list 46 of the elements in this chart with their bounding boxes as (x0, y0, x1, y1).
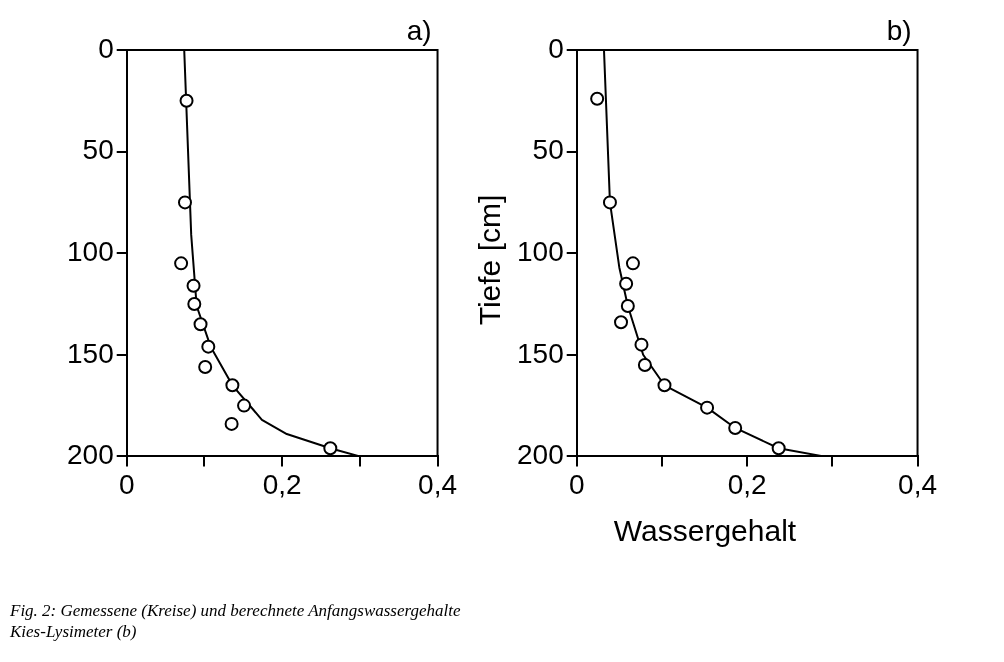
x-tick-label: 0 (568, 468, 585, 500)
point (237, 398, 252, 413)
point (179, 93, 194, 108)
x-tick-label: 0,2 (262, 468, 302, 500)
x-tick-label: 0,4 (418, 468, 458, 500)
y-tick-label: 0 (98, 32, 114, 64)
y-tick-label: 150 (517, 337, 564, 369)
point (614, 315, 629, 330)
y-tick-label: 150 (67, 337, 114, 369)
point (771, 441, 786, 456)
point (225, 378, 240, 393)
point (174, 256, 189, 271)
point (323, 441, 338, 456)
y-tick-label: 100 (67, 235, 114, 267)
point (201, 339, 216, 354)
x-tick-label: 0,2 (727, 468, 767, 500)
point (700, 400, 715, 415)
text: a) (406, 14, 432, 46)
y-tick-label: 0 (548, 32, 564, 64)
point (728, 420, 743, 435)
point (590, 91, 605, 106)
point (637, 357, 652, 372)
point (620, 299, 635, 314)
point (634, 337, 649, 352)
x-tick-label: 0 (118, 468, 135, 500)
point (178, 195, 192, 210)
text: b) (886, 14, 912, 46)
point (619, 276, 634, 291)
point (193, 317, 208, 332)
point (198, 359, 213, 374)
y-tick-label: 50 (82, 134, 114, 166)
x-axis-title: Wassergehalt (612, 514, 798, 548)
point (186, 278, 201, 293)
y-tick-label: 50 (532, 134, 564, 166)
y-axis-title: Tiefe [cm] (473, 194, 507, 326)
y-tick-label: 200 (67, 439, 114, 471)
caption: Fig. 2: Gemessene (Kreise) und berechnete Anfangswassergehalte (10, 600, 461, 621)
point (625, 256, 640, 271)
y-tick-label: 100 (517, 235, 564, 267)
point (657, 378, 672, 393)
point (224, 416, 239, 431)
text: Kies-Lysimeter (b) (10, 621, 138, 642)
x-tick-label: 0,4 (898, 468, 938, 500)
point (187, 297, 202, 311)
y-tick-label: 200 (517, 439, 564, 471)
point (602, 195, 617, 210)
